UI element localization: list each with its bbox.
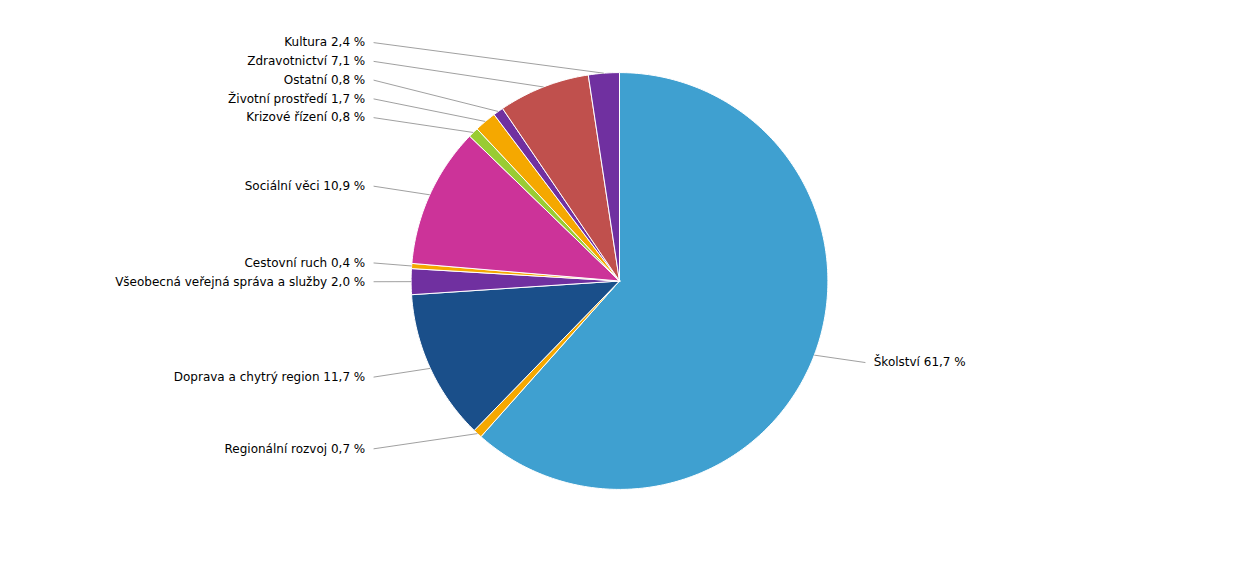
svg-text:Všeobecná veřejná správa a slu: Všeobecná veřejná správa a služby 2,0 % xyxy=(115,275,365,289)
svg-text:Krizové řízení 0,8 %: Krizové řízení 0,8 % xyxy=(246,110,365,124)
svg-text:Sociální věci 10,9 %: Sociální věci 10,9 % xyxy=(245,179,366,193)
svg-text:Regionální rozvoj 0,7 %: Regionální rozvoj 0,7 % xyxy=(225,442,366,456)
svg-text:Cestovní ruch 0,4 %: Cestovní ruch 0,4 % xyxy=(244,256,365,270)
svg-text:Doprava a chytrý region 11,7 %: Doprava a chytrý region 11,7 % xyxy=(174,370,365,384)
svg-text:Školství 61,7 %: Školství 61,7 % xyxy=(874,354,966,369)
svg-text:Ostatní 0,8 %: Ostatní 0,8 % xyxy=(284,73,366,87)
svg-text:Zdravotnictví 7,1 %: Zdravotnictví 7,1 % xyxy=(247,54,365,68)
svg-text:Kultura 2,4 %: Kultura 2,4 % xyxy=(284,35,365,49)
svg-text:Životní prostředí 1,7 %: Životní prostředí 1,7 % xyxy=(228,91,365,106)
